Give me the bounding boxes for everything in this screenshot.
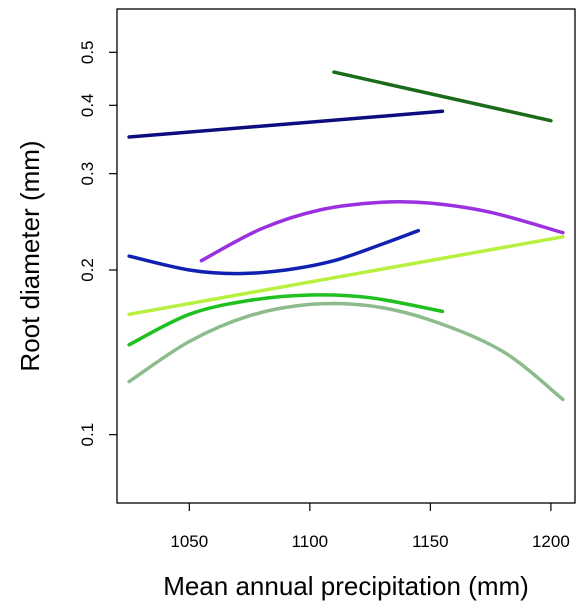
series-line-7 bbox=[127, 301, 565, 402]
x-axis-title: Mean annual precipitation (mm) bbox=[163, 571, 529, 601]
plot-frame bbox=[116, 8, 576, 504]
x-tick-label: 1100 bbox=[292, 532, 329, 551]
y-axis: 0.1 0.2 0.3 0.4 0.5 bbox=[78, 40, 117, 446]
x-axis: 1050 1100 1150 1200 bbox=[170, 503, 570, 551]
x-tick-label: 1150 bbox=[412, 532, 449, 551]
y-tick-label: 0.2 bbox=[78, 258, 97, 282]
y-tick-label: 0.1 bbox=[78, 423, 97, 447]
y-tick-label: 0.4 bbox=[78, 94, 97, 118]
y-tick-label: 0.5 bbox=[78, 40, 97, 64]
x-tick-label: 1200 bbox=[532, 532, 570, 551]
series-layer bbox=[127, 70, 565, 402]
y-axis-title: Root diameter (mm) bbox=[15, 140, 45, 371]
series-line-1 bbox=[332, 70, 553, 123]
series-line-5 bbox=[127, 235, 565, 317]
y-tick-label: 0.3 bbox=[78, 162, 97, 186]
series-line-4 bbox=[127, 228, 421, 276]
x-tick-label: 1050 bbox=[170, 532, 208, 551]
series-line-2 bbox=[127, 109, 445, 139]
series-line-3 bbox=[199, 199, 565, 263]
series-line-6 bbox=[127, 293, 445, 347]
